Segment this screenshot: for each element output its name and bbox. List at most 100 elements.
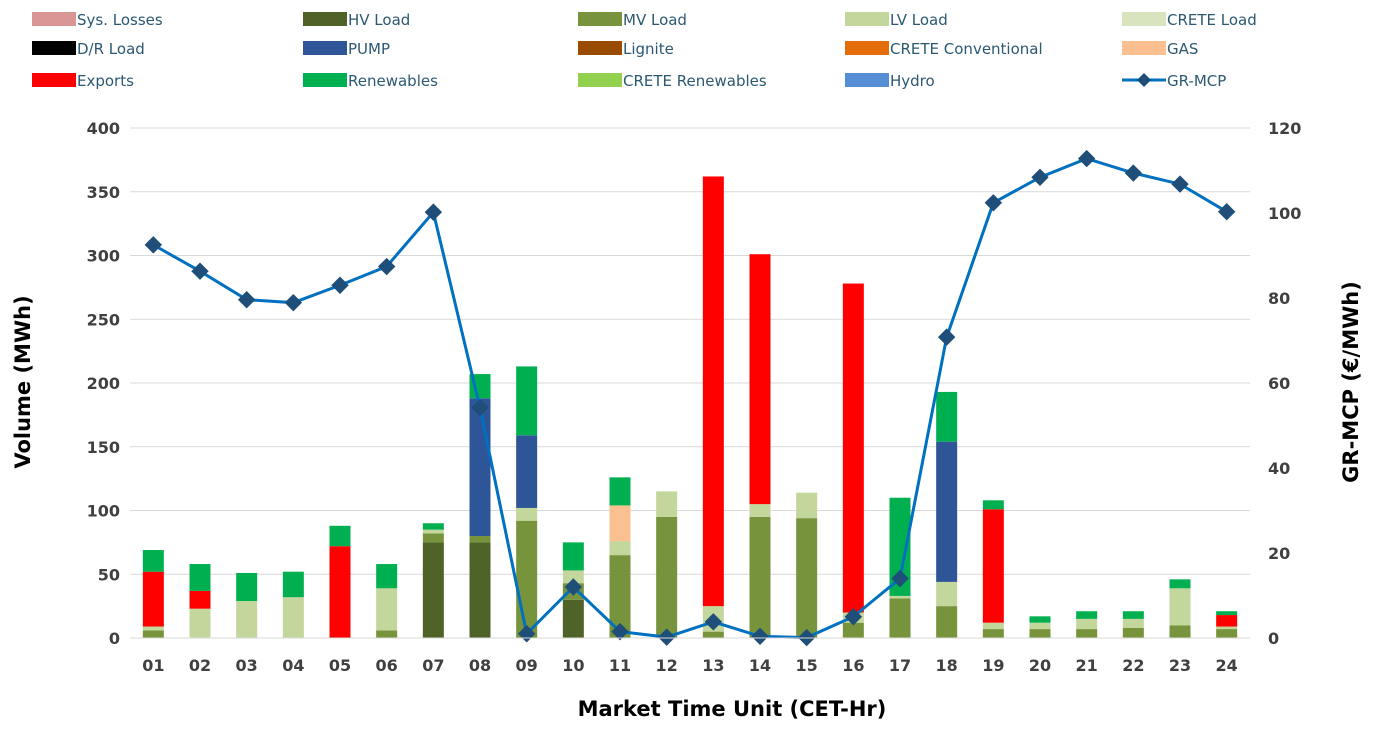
x-tick-label: 05 — [329, 656, 351, 675]
legend-label: GR-MCP — [1167, 72, 1226, 90]
x-tick-label: 04 — [282, 656, 304, 675]
bar-segment-hv-load — [562, 599, 584, 638]
x-tick-label: 21 — [1076, 656, 1098, 675]
bar-segment-renewables — [142, 550, 164, 572]
x-axis-title: Market Time Unit (CET-Hr) — [578, 697, 887, 721]
bar-segment-mv-load — [749, 516, 771, 638]
x-tick-label: 23 — [1169, 656, 1191, 675]
y-axis-title: Volume (MWh) — [11, 295, 35, 468]
legend-swatch — [578, 73, 622, 87]
y2-tick-label: 40 — [1268, 459, 1290, 478]
y-tick-label: 250 — [87, 310, 120, 329]
bar-segment-mv-load — [1216, 629, 1238, 638]
legend-label: HV Load — [348, 11, 410, 29]
legend-label: D/R Load — [77, 40, 145, 58]
legend-swatch — [845, 73, 889, 87]
legend-label: GAS — [1167, 40, 1198, 58]
mcp-point — [1171, 175, 1189, 193]
legend-swatch — [32, 12, 76, 26]
bar-segment-exports — [702, 176, 724, 607]
legend-label: MV Load — [623, 11, 687, 29]
bar-segment-mv-load — [609, 555, 631, 638]
bar-segment-renewables — [516, 366, 538, 436]
bar-segment-renewables — [282, 571, 304, 598]
y2-tick-label: 80 — [1268, 289, 1290, 308]
x-tick-label: 13 — [702, 656, 724, 675]
bar-segment-renewables — [1076, 611, 1098, 619]
legend-label: PUMP — [348, 40, 390, 58]
legend-swatch — [845, 12, 889, 26]
legend-label: CRETE Conventional — [890, 40, 1043, 58]
y-tick-label: 100 — [87, 502, 120, 521]
legend-label: CRETE Load — [1167, 11, 1257, 29]
bar-segment-lv-load — [142, 626, 164, 631]
bar-segment-mv-load — [842, 622, 864, 638]
x-tick-label: 24 — [1216, 656, 1238, 675]
bar-segment-exports — [1216, 615, 1238, 627]
legend-swatch — [303, 12, 347, 26]
x-tick-label: 17 — [889, 656, 911, 675]
bar-segment-lv-load — [236, 601, 258, 638]
bar-segment-mv-load — [1169, 625, 1191, 638]
x-tick-label: 01 — [142, 656, 164, 675]
x-tick-label: 18 — [936, 656, 958, 675]
bar-segment-renewables — [189, 564, 211, 591]
legend-marker — [1137, 73, 1151, 87]
bar-segment-renewables — [236, 572, 258, 602]
legend-swatch — [32, 73, 76, 87]
bar-segment-mv-load — [1076, 629, 1098, 638]
bar-segment-renewables — [1122, 611, 1144, 619]
y2-tick-label: 120 — [1268, 119, 1301, 138]
y2-tick-label: 20 — [1268, 544, 1290, 563]
bar-segment-lv-load — [889, 595, 911, 599]
bar-segment-lv-load — [376, 588, 398, 631]
mcp-line — [144, 149, 1236, 647]
bar-segment-exports — [749, 254, 771, 505]
bar-segment-renewables — [1169, 579, 1191, 589]
mcp-point — [564, 578, 583, 596]
y2-tick-label: 0 — [1268, 629, 1279, 648]
x-tick-label: 22 — [1122, 656, 1144, 675]
bar-segment-exports — [842, 283, 864, 613]
y2-axis-title: GR-MCP (€/MWh) — [1339, 281, 1363, 483]
axes: 0501001502002503003504000204060801001200… — [87, 119, 1302, 675]
legend-swatch — [303, 73, 347, 87]
bar-segment-renewables — [562, 542, 584, 571]
bar-segment-lv-load — [982, 622, 1004, 630]
y-tick-label: 0 — [109, 629, 120, 648]
bar-segment-exports — [142, 571, 164, 627]
x-tick-label: 02 — [189, 656, 211, 675]
bar-segment-lv-load — [1122, 618, 1144, 628]
bar-segment-lv-load — [422, 529, 444, 534]
x-tick-label: 12 — [656, 656, 678, 675]
legend-label: LV Load — [890, 11, 948, 29]
bar-segment-mv-load — [656, 516, 678, 638]
legend-swatch — [578, 12, 622, 26]
bar-segment-lv-load — [1216, 626, 1238, 630]
y-tick-label: 400 — [87, 119, 120, 138]
x-tick-label: 20 — [1029, 656, 1051, 675]
bar-segment-mv-load — [982, 629, 1004, 638]
legend-label: Hydro — [890, 72, 935, 90]
bar-segment-gas — [609, 505, 631, 542]
bar-segment-exports — [329, 546, 351, 638]
bars — [142, 176, 1238, 638]
mcp-point — [144, 236, 163, 254]
legend-swatch — [578, 41, 622, 55]
legend-swatch — [32, 41, 76, 55]
bar-segment-lv-load — [516, 507, 538, 521]
bar-segment-mv-load — [422, 533, 444, 543]
bar-segment-mv-load — [469, 536, 491, 543]
bar-segment-mv-load — [516, 520, 538, 638]
y2-tick-label: 60 — [1268, 374, 1290, 393]
mcp-point — [1031, 168, 1049, 187]
legend-label: Exports — [77, 72, 134, 90]
y-tick-label: 350 — [87, 183, 120, 202]
y-tick-label: 200 — [87, 374, 120, 393]
bar-segment-pump — [936, 441, 958, 582]
mcp-point — [704, 613, 723, 631]
bar-segment-renewables — [609, 477, 631, 506]
bar-segment-hv-load — [422, 542, 444, 638]
bar-segment-hv-load — [469, 542, 491, 638]
mcp-point — [331, 276, 349, 294]
